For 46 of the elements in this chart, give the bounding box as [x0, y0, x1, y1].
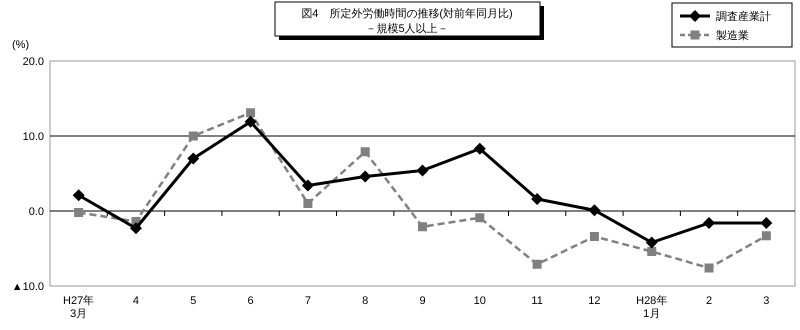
x-tick-label: 7 [304, 295, 311, 307]
point [475, 213, 484, 222]
x-tick-label: 3 [763, 295, 770, 307]
point [418, 222, 427, 232]
point [72, 189, 85, 202]
x-tick-label: 5 [190, 295, 196, 307]
point [303, 199, 312, 208]
point [531, 193, 544, 205]
x-tick-label: 10 [474, 295, 486, 307]
x-tick-label: 11 [531, 295, 543, 307]
x-tick-label: H27年 3月 [63, 295, 94, 320]
point [360, 147, 370, 156]
point [130, 222, 142, 234]
chart-subtitle: －規模5人以上－ [365, 22, 449, 35]
legend-label: 製造業 [716, 29, 749, 42]
point [244, 116, 257, 128]
x-tick-label: H28年 1月 [636, 295, 668, 320]
point [647, 247, 656, 256]
point [704, 264, 714, 272]
x-tick-label: 6 [248, 295, 254, 307]
point [532, 260, 542, 269]
point [74, 208, 84, 217]
point [474, 142, 486, 155]
legend-label: 調査産業計 [716, 10, 771, 23]
point [188, 132, 198, 140]
point [762, 231, 771, 240]
point [187, 152, 200, 164]
y-tick-label: ▲10.0 [12, 281, 44, 293]
point [646, 236, 658, 248]
y-tick-label: 0.0 [28, 206, 44, 218]
point [760, 217, 772, 229]
point [416, 164, 428, 176]
point [359, 170, 372, 182]
x-tick-label: 2 [706, 295, 712, 307]
point [590, 232, 599, 241]
x-tick-label: 9 [419, 295, 426, 307]
y-tick-label: 10.0 [22, 131, 44, 143]
x-tick-label: 12 [588, 295, 601, 307]
chart-title: 図4 所定外労働時間の推移(対前年同月比) [301, 7, 513, 20]
x-tick-label: 4 [132, 295, 140, 307]
point [588, 204, 600, 216]
point [246, 108, 256, 118]
point [302, 180, 314, 192]
x-tick-label: 8 [362, 295, 368, 307]
y-axis-title: (%) [12, 39, 30, 51]
y-tick-label: 20.0 [22, 56, 44, 68]
